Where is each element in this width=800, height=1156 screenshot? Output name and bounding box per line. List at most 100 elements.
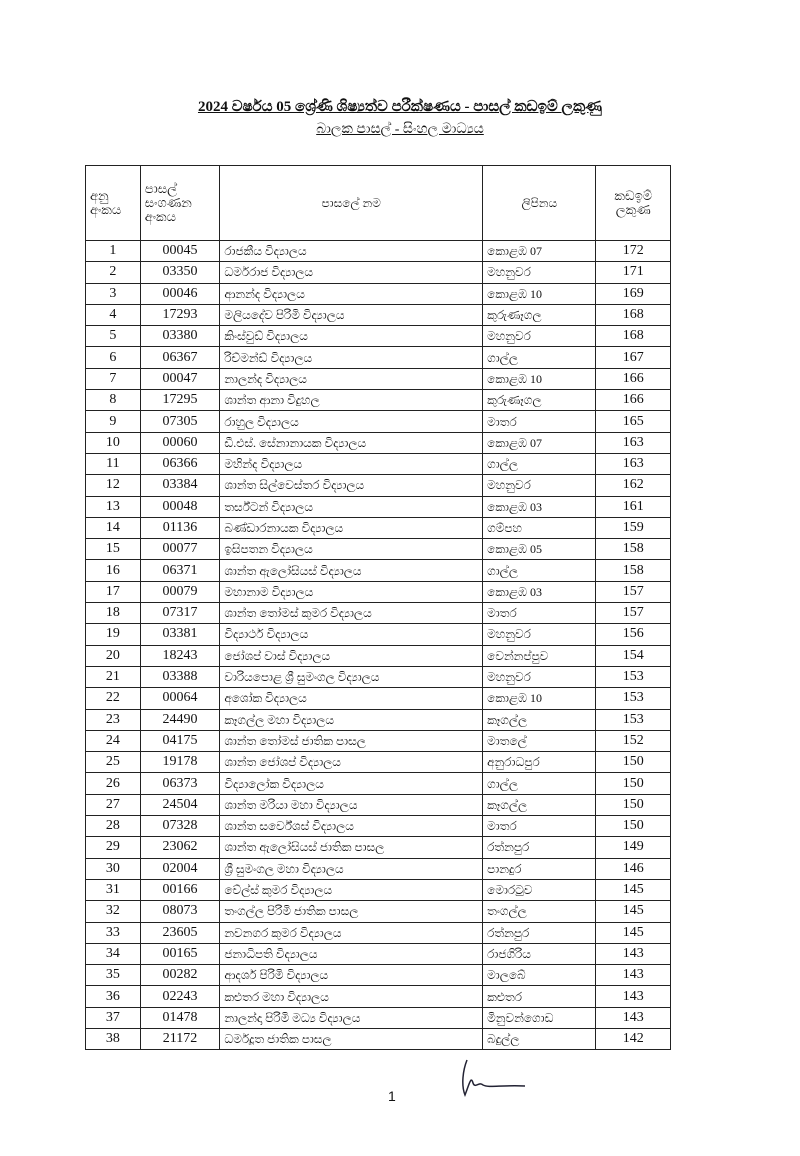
cell-school-name: මලියදේව පිරිමි විද්‍යාලය [219,303,484,327]
cell-census-number: 03388 [139,665,221,689]
cell-serial-number: 23 [85,708,141,731]
table-row: 18 07317 ශාන්ත තෝමස් කුමර විද්‍යාලය මාතර 157 [85,602,671,625]
cell-cutoff-mark: 159 [595,516,671,540]
table-row: 25 19178 ශාන්ත ජෝශප් විද්‍යාලය අනුරාධපුර 150 [85,751,671,774]
cell-address: රත්නපුර [482,921,597,944]
cell-cutoff-mark: 142 [595,1027,671,1051]
cell-census-number: 21172 [139,1027,221,1051]
table-row: 34 00165 ජනාධිපති විද්‍යාලය රාජගිරිය 143 [85,942,671,966]
table-row: 15 00077 ඉසිපතන විද්‍යාලය කොළඹ 05 158 [85,538,671,561]
cell-school-name: අශෝක විද්‍යාලය [219,687,484,710]
cell-school-name: විද්‍යාර්ථ විද්‍යාලය [219,623,484,646]
cell-address: මිනුවන්ගොඩ [482,1006,597,1029]
cell-cutoff-mark: 157 [595,602,671,625]
cell-cutoff-mark: 158 [595,559,671,582]
cell-school-name: ඉසිපතන විද්‍යාලය [219,538,484,561]
cell-census-number: 02004 [139,857,221,880]
cell-school-name: ඩී.එස්. සේනානායක විද්‍යාලය [219,431,484,454]
table-row: 35 00282 ආදර්ශ පිරිමි විද්‍යාලය මාලබේ 143 [85,964,671,987]
cell-census-number: 00077 [139,538,221,561]
cell-address: කොළඹ 10 [482,687,597,710]
cell-cutoff-mark: 154 [595,644,671,667]
cell-cutoff-mark: 172 [595,239,671,263]
table-row: 14 01136 බණ්ඩාරනායක විද්‍යාලය ගම්පහ 159 [85,516,671,540]
cell-school-name: ධර්මරාජ විද්‍යාලය [219,261,484,284]
cell-serial-number: 12 [85,474,141,497]
cell-serial-number: 28 [85,815,141,838]
cell-cutoff-mark: 145 [595,921,671,944]
cell-address: මහනුවර [482,623,597,646]
table-row: 17 00079 මහානාම විද්‍යාලය කොළඹ 03 157 [85,580,671,604]
document-title: 2024 වර්ෂය 05 ශ්‍රේණි ශිෂ්‍යත්ව පරීක්ෂණය… [197,99,603,115]
cell-school-name: තර්ස්ටන් විද්‍යාලය [219,495,484,518]
cell-school-name: ආදර්ශ පිරිමි විද්‍යාලය [219,964,484,987]
table-row: 8 17295 ශාන්ත ආනා විදුහල කුරුණෑගල 166 [85,389,671,412]
cell-cutoff-mark: 168 [595,325,671,348]
cell-census-number: 00079 [139,580,221,604]
table-row: 12 03384 ශාන්ත සිල්වෙස්තර විද්‍යාලය මහනුවර 1… [85,474,671,497]
cell-address: මාතලේ [482,729,597,753]
table-row: 37 01478 නාලන්දා පිරිමි මධ්‍ය විද්‍යාලය මින… [85,1006,671,1029]
cell-serial-number: 1 [85,239,141,263]
table-row: 28 07328 ශාන්ත සර්වේශස් විද්‍යාලය මාතර 150 [85,815,671,838]
cell-address: කෑගල්ල [482,708,597,731]
table-row: 2 03350 ධර්මරාජ විද්‍යාලය මහනුවර 171 [85,261,671,284]
cell-address: ගම්පහ [482,516,597,540]
cell-address: කුරුණෑගල [482,389,597,412]
table-row: 13 00048 තර්ස්ටන් විද්‍යාලය කොළඹ 03 161 [85,495,671,518]
cell-serial-number: 7 [85,367,141,391]
cell-census-number: 23605 [139,921,221,944]
table-row: 6 06367 රිච්මන්ඩ් විද්‍යාලය ගාල්ල 167 [85,346,671,369]
cell-address: කොළඹ 07 [482,239,597,263]
cell-serial-number: 6 [85,346,141,369]
cell-census-number: 00064 [139,687,221,710]
cell-school-name: ජෝශප් වාස් විද්‍යාලය [219,644,484,667]
cell-cutoff-mark: 149 [595,836,671,859]
cell-census-number: 17295 [139,389,221,412]
table-header-row: අනු අංකය පාසල් සංගණන අංකය පාසලේ නම ලිපින… [85,165,671,241]
table-row: 36 02243 කළුතර මහා විද්‍යාලය කළුතර 143 [85,985,671,1008]
cell-cutoff-mark: 145 [595,878,671,902]
cell-school-name: නවනගර කුමර විද්‍යාලය [219,921,484,944]
cell-census-number: 03381 [139,623,221,646]
cell-school-name: වාරියපොළ ශ්‍රී සුමංගල විද්‍යාලය [219,665,484,689]
cell-cutoff-mark: 153 [595,708,671,731]
cell-school-name: ශ්‍රී සුමංගල මහා විද්‍යාලය [219,857,484,880]
cell-census-number: 08073 [139,900,221,923]
table-row: 4 17293 මලියදේව පිරිමි විද්‍යාලය කුරුණෑගල 16… [85,303,671,327]
table-row: 21 03388 වාරියපොළ ශ්‍රී සුමංගල විද්‍යාලය මහ… [85,665,671,689]
cell-serial-number: 4 [85,303,141,327]
table-row: 9 07305 රාහුල විද්‍යාලය මාතර 165 [85,410,671,433]
cell-cutoff-mark: 145 [595,900,671,923]
cell-address: කොළඹ 03 [482,580,597,604]
cell-census-number: 06371 [139,559,221,582]
table-row: 3 00046 ආනන්ද විද්‍යාලය කොළඹ 10 169 [85,282,671,305]
cell-serial-number: 21 [85,665,141,689]
cell-cutoff-mark: 152 [595,729,671,753]
cell-serial-number: 29 [85,836,141,859]
table-row: 26 06373 විද්‍යාලෝක විද්‍යාලය ගාල්ල 150 [85,772,671,795]
cell-address: කොළඹ 05 [482,538,597,561]
header-serial-number: අනු අංකය [85,165,141,241]
cell-serial-number: 16 [85,559,141,582]
cell-serial-number: 33 [85,921,141,944]
cell-school-name: වේල්ස් කුමර විද්‍යාලය [219,878,484,902]
page-number: 1 [388,1088,396,1104]
cell-serial-number: 25 [85,751,141,774]
cell-school-name: කළුතර මහා විද්‍යාලය [219,985,484,1008]
cell-cutoff-mark: 171 [595,261,671,284]
header-school-census-number: පාසල් සංගණන අංකය [139,165,221,241]
cell-cutoff-mark: 143 [595,985,671,1008]
cell-cutoff-mark: 153 [595,687,671,710]
cell-address: මාතර [482,815,597,838]
cell-address: පානදුර [482,857,597,880]
cell-cutoff-mark: 143 [595,942,671,966]
cell-school-name: රාහුල විද්‍යාලය [219,410,484,433]
cell-serial-number: 35 [85,964,141,987]
cell-census-number: 00282 [139,964,221,987]
cell-school-name: ශාන්ත තෝමස් ජාතික පාසල [219,729,484,753]
cell-school-name: ධර්මදූත ජාතික පාසල [219,1027,484,1051]
cell-cutoff-mark: 162 [595,474,671,497]
cell-serial-number: 10 [85,431,141,454]
table-row: 1 00045 රාජකීය විද්‍යාලය කොළඹ 07 172 [85,239,671,263]
